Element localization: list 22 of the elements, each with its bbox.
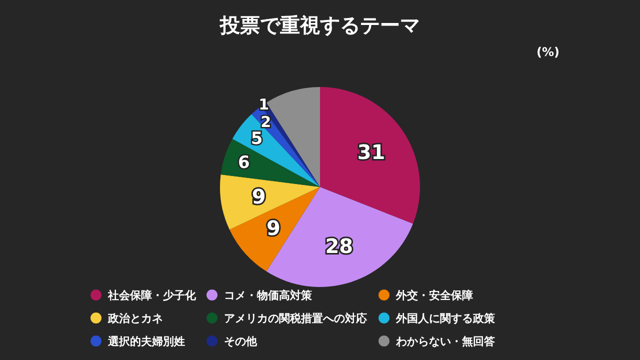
pie-slice	[266, 187, 413, 287]
data-label: 28	[325, 234, 354, 258]
pie-slice	[320, 87, 420, 224]
legend-label: 外国人に関する政策	[395, 312, 496, 325]
legend-label: わからない・無回答	[395, 334, 496, 348]
legend-label: 政治とカネ	[107, 312, 163, 325]
legend-label: その他	[224, 334, 258, 348]
data-label: 1	[258, 96, 270, 114]
text: (%)	[536, 45, 560, 59]
data-label: 9	[266, 216, 280, 240]
legend-label: 外交・安全保障	[395, 288, 473, 302]
data-label: 31	[357, 140, 386, 164]
legend-label: アメリカの関税措置への対応	[224, 312, 368, 325]
legend-label: 選択的夫婦別姓	[107, 334, 185, 348]
legend-label: コメ・物価高対策	[224, 288, 313, 302]
data-label: 6	[238, 153, 250, 174]
data-label: 9	[252, 184, 266, 209]
legend-label: 社会保障・少子化	[107, 288, 197, 302]
data-label: 5	[250, 128, 263, 149]
chart-title: 投票で重視するテーマ	[219, 13, 420, 37]
data-label: 2	[260, 112, 272, 131]
pie-slice	[230, 187, 320, 272]
